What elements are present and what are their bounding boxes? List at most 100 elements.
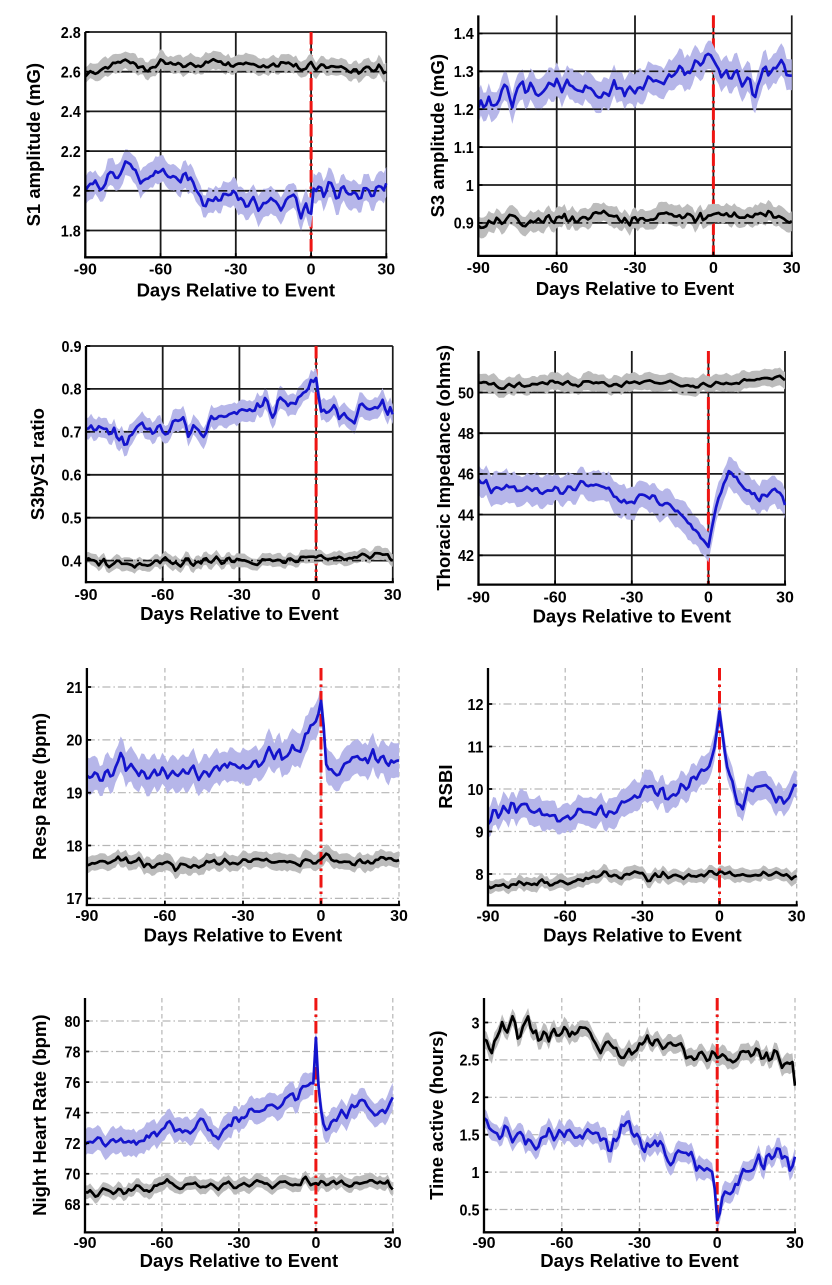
svg-text:2: 2 [472, 1090, 480, 1107]
svg-text:1.3: 1.3 [454, 64, 474, 81]
svg-text:2.2: 2.2 [61, 144, 81, 161]
svg-text:12: 12 [468, 697, 484, 714]
svg-text:-90: -90 [74, 587, 97, 604]
svg-text:S3 amplitude (mG): S3 amplitude (mG) [427, 54, 448, 217]
svg-text:19: 19 [66, 786, 82, 803]
svg-text:S1 amplitude (mG): S1 amplitude (mG) [23, 63, 44, 226]
svg-text:0: 0 [715, 909, 724, 926]
svg-text:0.4: 0.4 [62, 553, 82, 570]
svg-text:21: 21 [66, 680, 82, 697]
svg-text:Thoracic Impedance (ohms): Thoracic Impedance (ohms) [433, 345, 454, 591]
svg-text:0.9: 0.9 [454, 216, 474, 233]
svg-text:30: 30 [786, 1235, 804, 1252]
svg-text:Days Relative to Event: Days Relative to Event [540, 1250, 738, 1271]
svg-text:2.6: 2.6 [61, 65, 81, 82]
svg-text:-90: -90 [467, 260, 490, 277]
svg-text:0: 0 [311, 1235, 320, 1252]
svg-text:0: 0 [317, 908, 326, 925]
svg-text:0.6: 0.6 [62, 468, 82, 485]
svg-text:Days Relative to Event: Days Relative to Event [137, 279, 335, 300]
svg-text:3: 3 [472, 1015, 480, 1032]
svg-text:-30: -30 [620, 590, 643, 607]
svg-text:RSBI: RSBI [435, 764, 456, 808]
svg-text:-60: -60 [153, 908, 176, 925]
svg-text:10: 10 [468, 782, 484, 799]
svg-text:-30: -30 [224, 262, 247, 279]
svg-text:17: 17 [66, 891, 82, 908]
svg-text:1: 1 [466, 178, 474, 195]
svg-text:44: 44 [458, 507, 474, 524]
svg-text:30: 30 [788, 909, 806, 926]
svg-text:0: 0 [709, 260, 718, 277]
svg-text:2.5: 2.5 [460, 1053, 480, 1070]
svg-text:46: 46 [458, 467, 474, 484]
svg-text:-90: -90 [74, 262, 97, 279]
svg-text:Days Relative to Event: Days Relative to Event [140, 603, 338, 624]
svg-text:1.4: 1.4 [454, 26, 474, 43]
svg-text:-60: -60 [554, 909, 577, 926]
svg-text:0.8: 0.8 [62, 382, 82, 399]
svg-text:30: 30 [783, 260, 801, 277]
svg-text:0: 0 [713, 1235, 722, 1252]
svg-text:74: 74 [65, 1106, 81, 1123]
svg-text:-90: -90 [75, 908, 98, 925]
svg-text:8: 8 [476, 867, 484, 884]
svg-text:2.8: 2.8 [61, 25, 81, 42]
svg-text:30: 30 [390, 908, 408, 925]
svg-text:-30: -30 [631, 909, 654, 926]
svg-text:9: 9 [476, 824, 484, 841]
svg-text:Days Relative to Event: Days Relative to Event [533, 606, 731, 627]
svg-text:76: 76 [65, 1075, 81, 1092]
svg-text:1.1: 1.1 [454, 140, 474, 157]
svg-text:-90: -90 [467, 590, 490, 607]
svg-text:0: 0 [704, 590, 713, 607]
svg-text:-60: -60 [545, 260, 568, 277]
svg-text:Days Relative to Event: Days Relative to Event [140, 1250, 338, 1271]
svg-text:0: 0 [312, 587, 321, 604]
svg-text:1: 1 [472, 1165, 480, 1182]
svg-text:30: 30 [776, 590, 794, 607]
svg-text:-60: -60 [151, 587, 174, 604]
svg-text:30: 30 [384, 587, 402, 604]
svg-text:-90: -90 [472, 1235, 495, 1252]
svg-text:1.2: 1.2 [454, 102, 474, 119]
svg-text:-30: -30 [623, 260, 646, 277]
svg-text:70: 70 [65, 1167, 81, 1184]
svg-text:Time active (hours): Time active (hours) [426, 1031, 447, 1200]
svg-text:0: 0 [307, 262, 316, 279]
svg-text:Night Heart Rate (bpm): Night Heart Rate (bpm) [29, 1014, 50, 1215]
svg-text:-60: -60 [149, 262, 172, 279]
svg-text:50: 50 [458, 385, 474, 402]
svg-text:0.5: 0.5 [62, 511, 82, 528]
svg-text:S3byS1 ratio: S3byS1 ratio [27, 408, 48, 520]
svg-text:72: 72 [65, 1136, 81, 1153]
svg-text:-30: -30 [628, 1235, 651, 1252]
svg-text:30: 30 [384, 1235, 402, 1252]
svg-text:18: 18 [66, 838, 82, 855]
svg-text:-60: -60 [150, 1235, 173, 1252]
svg-text:Days Relative to Event: Days Relative to Event [144, 924, 342, 945]
svg-text:0.7: 0.7 [62, 425, 82, 442]
svg-text:1.8: 1.8 [61, 223, 81, 240]
svg-text:48: 48 [458, 426, 474, 443]
svg-text:68: 68 [65, 1197, 81, 1214]
svg-text:Days Relative to Event: Days Relative to Event [543, 925, 741, 946]
svg-text:1.5: 1.5 [460, 1128, 480, 1145]
svg-text:-30: -30 [231, 908, 254, 925]
svg-text:80: 80 [65, 1014, 81, 1031]
svg-text:-30: -30 [227, 1235, 250, 1252]
svg-text:30: 30 [377, 262, 395, 279]
svg-text:42: 42 [458, 548, 474, 565]
svg-text:-90: -90 [476, 909, 499, 926]
svg-text:-30: -30 [228, 587, 251, 604]
svg-text:11: 11 [468, 739, 484, 756]
svg-text:2.4: 2.4 [61, 104, 81, 121]
svg-text:20: 20 [66, 733, 82, 750]
svg-text:78: 78 [65, 1044, 81, 1061]
svg-text:-60: -60 [550, 1235, 573, 1252]
svg-text:Days Relative to Event: Days Relative to Event [536, 278, 734, 299]
svg-text:2: 2 [73, 184, 81, 201]
svg-text:Resp Rate (bpm): Resp Rate (bpm) [29, 713, 50, 860]
svg-text:-60: -60 [544, 590, 567, 607]
svg-text:0.9: 0.9 [62, 339, 82, 356]
